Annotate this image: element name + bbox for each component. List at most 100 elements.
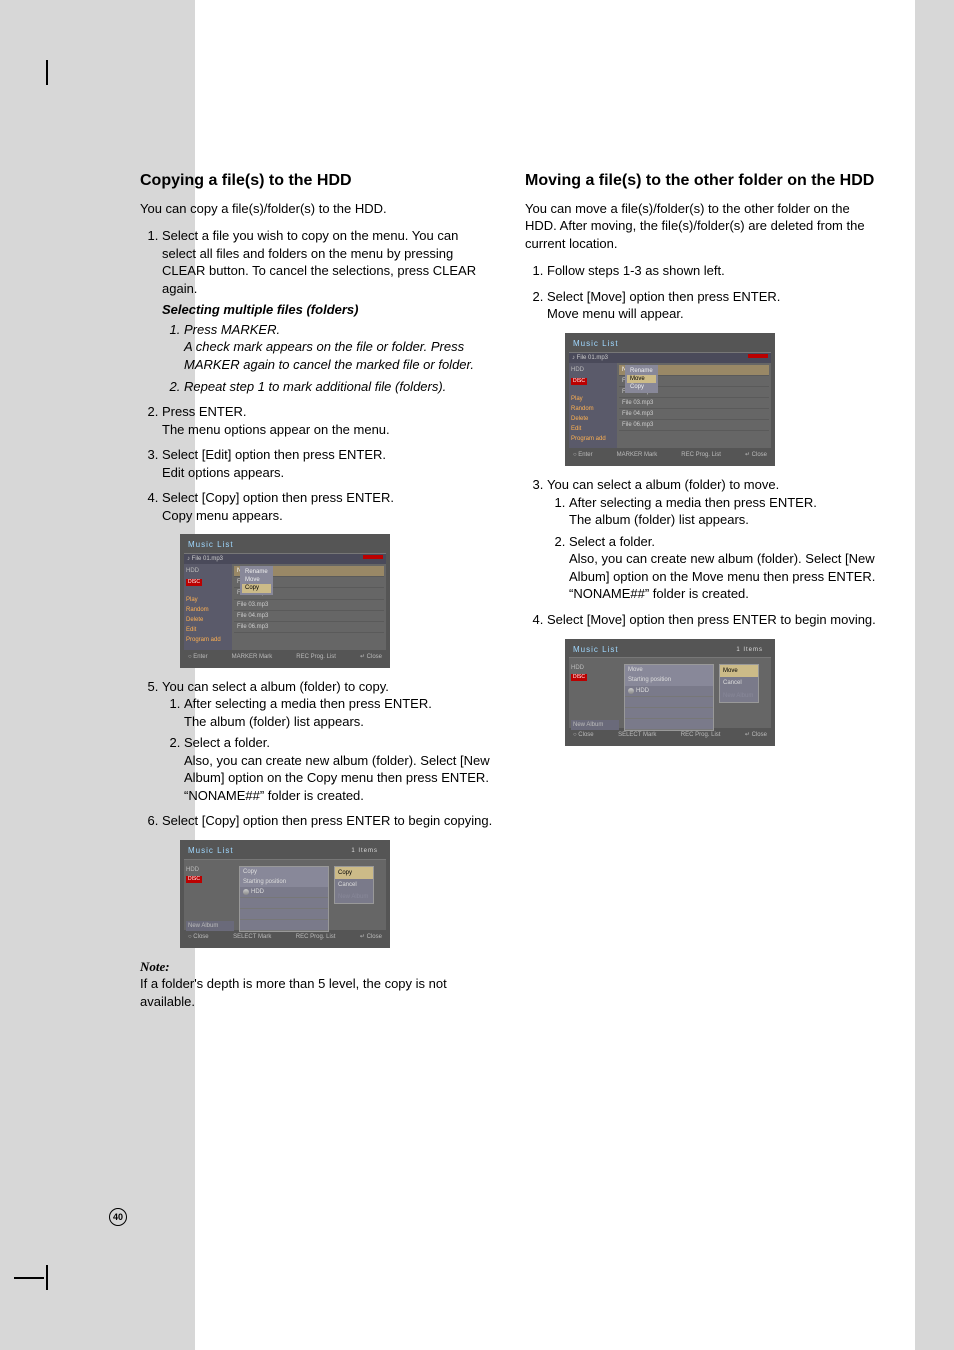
- steps-list: Select a file you wish to copy on the me…: [140, 227, 495, 524]
- side-delete: Delete: [186, 616, 230, 624]
- sub-step: Repeat step 1 to mark additional file (f…: [184, 378, 495, 396]
- step-text: Select a folder.: [184, 735, 270, 750]
- panel-heading: Move: [625, 665, 713, 675]
- side-edit: Edit: [186, 626, 230, 634]
- shot-file-list: NONAME 02 File 01.mp3 File 02.mp3 File 0…: [232, 564, 386, 649]
- steps-list-cont: You can select a album (folder) to move.…: [525, 476, 880, 628]
- ft-close: ↵ Close: [745, 451, 767, 459]
- popup-move: Move: [242, 576, 271, 584]
- step-text: Select [Edit] option then press ENTER.: [162, 447, 386, 462]
- step-text: The album (folder) list appears.: [184, 714, 364, 729]
- shot-row: File 06.mp3: [619, 420, 769, 431]
- disc-icon: [243, 889, 249, 895]
- copy-buttons: Copy Cancel New Album: [334, 866, 374, 904]
- side-program: Program add: [571, 435, 615, 443]
- step-text: After selecting a media then press ENTER…: [569, 495, 817, 510]
- sub-step: After selecting a media then press ENTER…: [569, 494, 880, 529]
- btn-cancel: Cancel: [335, 879, 373, 891]
- shot-body: HDD DISC New Album Move Starting positio…: [569, 658, 771, 728]
- step-3: You can select a album (folder) to move.…: [547, 476, 880, 603]
- step-text: You can select a album (folder) to copy.: [162, 679, 389, 694]
- step-text: Also, you can create new album (folder).…: [184, 753, 490, 786]
- shot-row: File 03.mp3: [619, 398, 769, 409]
- right-column: Moving a file(s) to the other folder on …: [525, 170, 880, 1011]
- btn-cancel: Cancel: [720, 677, 758, 689]
- side-random: Random: [571, 405, 615, 413]
- step-text: Select [Move] option then press ENTER.: [547, 289, 780, 304]
- ft-enter: ○ Enter: [573, 451, 593, 459]
- side-disc-tag: DISC: [186, 876, 202, 883]
- sub-step: Select a folder. Also, you can create ne…: [184, 734, 495, 804]
- sub-step: After selecting a media then press ENTER…: [184, 695, 495, 730]
- step-text: The album (folder) list appears.: [569, 512, 749, 527]
- shot-body: HDD DISC Play Random Delete Edit Program…: [569, 363, 771, 448]
- ft-prog: REC Prog. List: [681, 451, 721, 459]
- step-4: Select [Copy] option then press ENTER. C…: [162, 489, 495, 524]
- note-text: If a folder's depth is more than 5 level…: [140, 975, 495, 1010]
- shot-items: 1 Items: [732, 645, 767, 656]
- side-disc-tag: DISC: [186, 579, 202, 586]
- panel-heading: Copy: [240, 867, 328, 877]
- step-text: Copy menu appears.: [162, 508, 283, 523]
- side-disc-tag: DISC: [571, 378, 587, 385]
- ft-close: ○ Close: [188, 933, 209, 941]
- content-columns: Copying a file(s) to the HDD You can cop…: [140, 170, 880, 1011]
- shot-file-list: NONAME 02 File 01.mp3 File 02.mp3 File 0…: [617, 363, 771, 448]
- shot-row: File 04.mp3: [619, 409, 769, 420]
- sub-step: Select a folder. Also, you can create ne…: [569, 533, 880, 603]
- heading-copying: Copying a file(s) to the HDD: [140, 170, 495, 192]
- sub-steps: After selecting a media then press ENTER…: [162, 695, 495, 804]
- screenshot-move-dialog: Music List 1 Items HDD DISC New Album Mo…: [565, 639, 775, 747]
- ft-mark: MARKER Mark: [617, 451, 658, 459]
- ft-select: SELECT Mark: [233, 933, 271, 941]
- popup-move: Move: [627, 375, 656, 383]
- panel-hdd: HDD: [251, 888, 264, 896]
- sub-step: Press MARKER. A check mark appears on th…: [184, 321, 495, 374]
- left-column: Copying a file(s) to the HDD You can cop…: [140, 170, 495, 1011]
- shot-title: Music List: [184, 538, 386, 554]
- page-scan: 40 Copying a file(s) to the HDD You can …: [0, 0, 954, 1350]
- side-hdd: HDD: [186, 866, 234, 874]
- popup-copy: Copy: [242, 584, 271, 592]
- popup-copy: Copy: [627, 383, 656, 391]
- panel-hdd: HDD: [636, 687, 649, 695]
- side-delete: Delete: [571, 415, 615, 423]
- shot-title: Music List: [569, 337, 771, 353]
- ft-close: ○ Close: [573, 731, 594, 739]
- btn-new-album: New Album: [335, 891, 373, 903]
- step-text: You can select a album (folder) to move.: [547, 477, 779, 492]
- side-hdd: HDD: [571, 664, 619, 672]
- panel-row: [625, 719, 713, 730]
- ft-prog: REC Prog. List: [296, 653, 336, 661]
- side-play: Play: [571, 395, 615, 403]
- step-4: Select [Move] option then press ENTER to…: [547, 611, 880, 629]
- move-buttons: Move Cancel New Album: [719, 664, 759, 702]
- note-heading: Note:: [140, 958, 495, 976]
- shot-title-text: Music List: [573, 645, 619, 656]
- ft-prog: REC Prog. List: [681, 731, 721, 739]
- shot-title-text: Music List: [188, 846, 234, 857]
- side-program: Program add: [186, 636, 230, 644]
- shot-row: File 03.mp3: [234, 600, 384, 611]
- shot-sidebar: HDD DISC New Album: [571, 664, 619, 730]
- ft-select: SELECT Mark: [618, 731, 656, 739]
- screenshot-copy-dialog: Music List 1 Items HDD DISC New Album Co…: [180, 840, 390, 948]
- shot-sidebar: HDD DISC New Album: [186, 866, 234, 932]
- side-hdd: HDD: [186, 567, 230, 575]
- screenshot-music-list-move: Music List ♪ File 01.mp3 HDD DISC Play R…: [565, 333, 775, 466]
- crop-mark: [46, 1265, 48, 1290]
- ft-close2: ↵ Close: [360, 933, 382, 941]
- ft-enter: ○ Enter: [188, 653, 208, 661]
- shot-title: Music List 1 Items: [569, 643, 771, 659]
- panel-starting: Starting position: [625, 675, 713, 685]
- side-play: Play: [186, 596, 230, 604]
- step-text: Select a folder.: [569, 534, 655, 549]
- step-text: Edit options appears.: [162, 465, 284, 480]
- shot-sidebar: HDD DISC Play Random Delete Edit Program…: [569, 363, 617, 448]
- btn-copy: Copy: [335, 867, 373, 879]
- panel-starting: Starting position: [240, 877, 328, 887]
- copy-panel: Copy Starting position HDD: [239, 866, 329, 933]
- sub-steps: After selecting a media then press ENTER…: [547, 494, 880, 603]
- shot-items: 1 Items: [347, 846, 382, 857]
- step-text: Also, you can create new album (folder).…: [569, 551, 875, 584]
